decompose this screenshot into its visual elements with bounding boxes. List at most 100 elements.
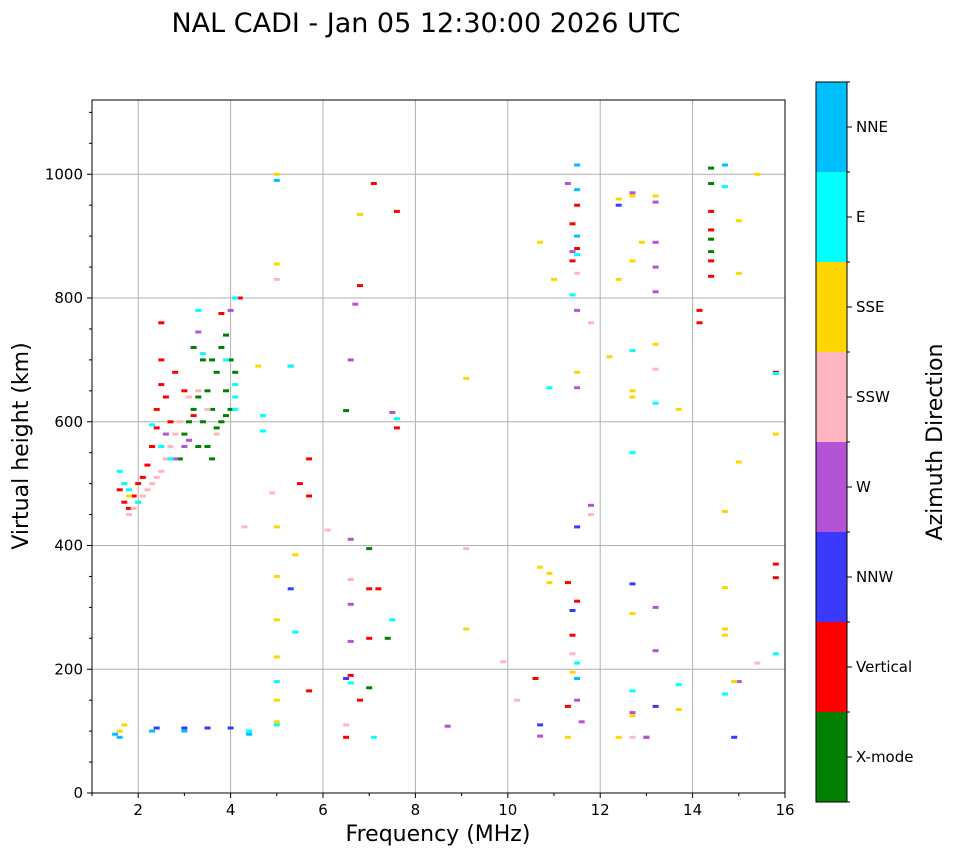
data-point xyxy=(149,729,156,733)
data-point xyxy=(574,308,581,312)
data-point xyxy=(232,296,239,300)
data-point xyxy=(181,445,188,448)
data-point xyxy=(463,547,470,551)
data-point xyxy=(347,673,354,677)
data-point xyxy=(366,636,373,640)
data-point xyxy=(721,185,728,189)
data-point xyxy=(629,612,636,616)
data-point xyxy=(176,420,183,424)
data-point xyxy=(130,506,137,510)
data-point xyxy=(569,250,576,254)
data-point xyxy=(708,166,715,170)
data-point xyxy=(588,321,594,325)
colorbar-tick-label: SSE xyxy=(856,298,885,316)
data-point xyxy=(223,414,229,418)
data-point xyxy=(629,714,636,718)
data-point xyxy=(569,222,576,226)
data-point xyxy=(578,720,585,724)
data-point xyxy=(652,290,659,294)
data-point xyxy=(162,432,169,436)
data-point xyxy=(574,253,581,257)
data-point xyxy=(126,506,132,510)
series-vertical xyxy=(116,182,779,739)
data-point xyxy=(574,203,581,207)
data-point xyxy=(389,618,396,622)
data-point xyxy=(708,274,715,278)
data-point xyxy=(574,163,581,167)
y-tick-label: 1000 xyxy=(45,165,83,183)
colorbar-segment xyxy=(816,442,847,532)
data-point xyxy=(708,237,715,241)
x-tick-label: 16 xyxy=(775,801,794,819)
y-axis-ticks: 0 200 400 600 800 1000 xyxy=(45,111,92,802)
data-point xyxy=(564,581,571,585)
data-point xyxy=(273,720,280,724)
colorbar-segment xyxy=(816,532,847,622)
data-point xyxy=(153,726,160,730)
data-point xyxy=(569,259,576,263)
data-point xyxy=(195,445,202,448)
data-point xyxy=(204,726,211,730)
colorbar-tick-label: W xyxy=(856,478,871,496)
data-point xyxy=(199,352,206,356)
data-point xyxy=(149,423,156,427)
data-point xyxy=(564,182,571,185)
data-point xyxy=(204,445,211,448)
data-point xyxy=(721,633,728,637)
data-point xyxy=(629,259,636,263)
data-point xyxy=(393,426,400,430)
colorbar-tick-label: E xyxy=(856,208,865,226)
data-point xyxy=(652,649,659,653)
data-point xyxy=(615,197,622,201)
colorbar-frame xyxy=(815,81,848,803)
data-point xyxy=(116,469,123,473)
data-point xyxy=(186,395,192,399)
data-point xyxy=(232,370,239,374)
data-point xyxy=(135,500,142,504)
colorbar-segment xyxy=(816,622,847,712)
data-point xyxy=(218,420,225,424)
data-point xyxy=(204,407,211,411)
data-point xyxy=(721,627,728,631)
data-point xyxy=(116,488,123,492)
y-tick-label: 600 xyxy=(54,413,83,431)
data-point xyxy=(121,482,128,486)
data-point xyxy=(615,277,622,281)
data-point xyxy=(259,414,266,418)
data-point xyxy=(574,677,581,680)
data-point xyxy=(754,172,761,176)
data-point xyxy=(186,438,192,442)
data-point xyxy=(139,494,146,498)
plot-area: 2 4 6 8 10 12 14 16 0 200 400 600 800 1000 xyxy=(45,99,795,819)
y-tick-label: 0 xyxy=(73,784,83,802)
data-point xyxy=(574,271,581,275)
data-point xyxy=(721,163,728,167)
data-point xyxy=(167,457,174,461)
data-point xyxy=(370,735,377,739)
colorbar-tick-label: NNW xyxy=(856,568,893,586)
data-point xyxy=(209,358,216,362)
data-point xyxy=(708,228,715,232)
data-point xyxy=(144,488,151,492)
data-point xyxy=(696,321,703,325)
data-point xyxy=(384,636,391,640)
data-point xyxy=(199,358,206,362)
colorbar-segment xyxy=(816,172,847,262)
data-point xyxy=(370,182,377,185)
data-point xyxy=(574,599,581,603)
data-point xyxy=(343,735,350,739)
data-point xyxy=(551,277,557,281)
data-point xyxy=(564,735,571,739)
data-point xyxy=(357,698,363,702)
data-point xyxy=(347,358,354,362)
data-point xyxy=(149,482,156,486)
data-point xyxy=(167,445,174,448)
data-point xyxy=(158,383,165,387)
data-point xyxy=(273,618,280,622)
data-point xyxy=(708,259,715,263)
data-point xyxy=(731,680,738,684)
data-point xyxy=(273,655,280,659)
data-point xyxy=(357,213,363,216)
data-point xyxy=(574,247,581,250)
